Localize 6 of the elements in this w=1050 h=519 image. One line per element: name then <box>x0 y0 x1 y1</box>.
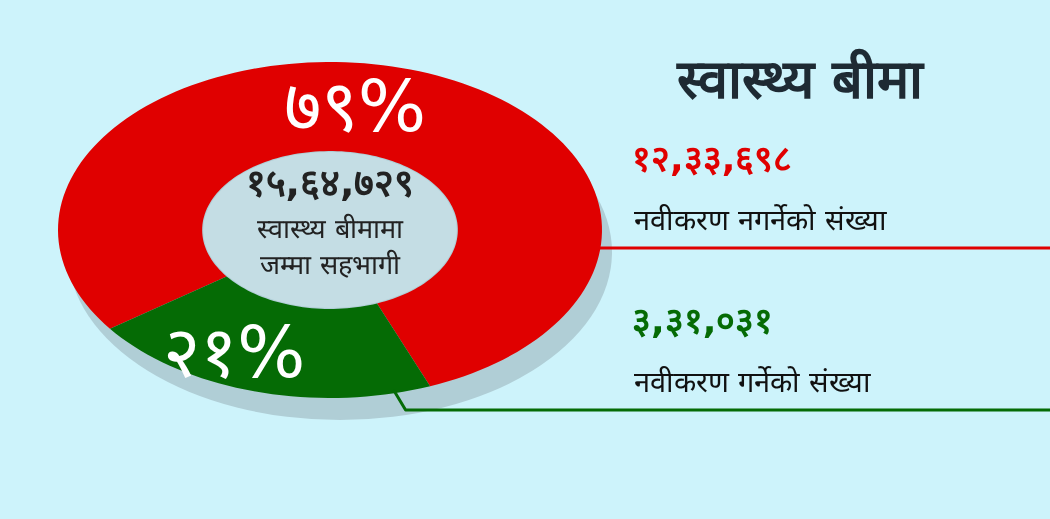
annotation: स्वास्थ्य बीमामा <box>257 213 403 244</box>
annotation: १५,६४,७२९ <box>245 161 415 205</box>
title: स्वास्थ्य बीमा <box>676 48 924 111</box>
annotation: ३,३१,०३१ <box>632 300 774 341</box>
annotation: जम्मा सहभागी <box>260 249 400 280</box>
annotation: १२,३३,६९८ <box>632 138 793 179</box>
